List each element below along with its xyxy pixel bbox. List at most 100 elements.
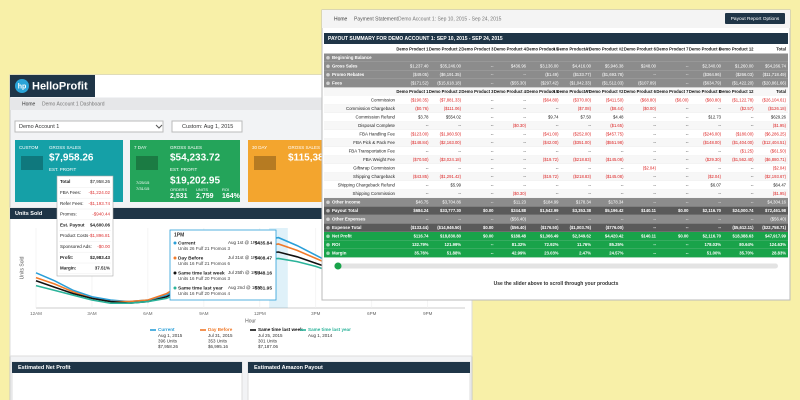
row-value: $4,304.16 [767,199,786,204]
row-value: ($252.00) [573,131,592,136]
row-value: 28.83% [772,250,786,255]
tooltip-title: 1PM [174,232,184,238]
row-label: FBA Handling Fee [359,131,395,136]
row-toggle[interactable] [326,200,330,205]
tooltip-series: Same time last week [178,270,225,276]
row-toggle[interactable] [326,208,330,213]
row-value: ($64.80) [543,97,559,102]
row-value: ($145.08) [606,157,625,162]
row-toggle[interactable] [326,242,330,247]
column-header: Demo Product 5 [526,89,559,94]
row-value: ($411.50) [606,97,624,102]
row-toggle[interactable] [326,81,330,86]
row-value: $35,246.00 [440,63,462,68]
logo-badge [15,79,29,93]
row-value: -- [523,97,526,102]
row-toggle[interactable] [326,72,330,77]
row-value: -- [523,182,526,187]
statement-title-bar [324,33,788,44]
row-value: -- [491,182,494,187]
row-toggle[interactable] [326,225,330,230]
row-value: ($20,861.66) [762,80,786,85]
tooltip-series: Current [178,240,196,246]
account-select[interactable] [14,120,164,133]
row-value: -- [426,123,429,128]
card-gross: $54,233.72 [170,153,220,164]
card-date: 7/31/15 [136,186,150,191]
select-arrow [155,124,163,129]
row-value: -- [653,148,656,153]
table-row [324,147,788,156]
row-value: -- [653,140,656,145]
row-value: -- [458,148,461,153]
chart-panel-title: Units Sold [15,211,42,217]
row-value: ($56.40) [510,225,526,230]
row-value: -- [588,148,591,153]
row-value: ($1,422.20) [732,80,754,85]
row-value: $0.00 [483,208,494,213]
logo: HelloProfit [32,80,88,92]
row-value: 51.88% [447,250,461,255]
report-options-button[interactable] [725,13,785,24]
chart-tooltip [169,229,277,301]
stat-card [248,140,328,202]
row-value: -- [653,123,656,128]
row-value: -- [653,131,656,136]
row-value: ($6,880.71) [765,157,787,162]
breakdown-value: 37.51% [95,266,110,271]
table-row [324,96,788,105]
breakdown-popup [56,175,114,277]
row-value: -- [718,106,721,111]
row-value: 81.32% [512,242,526,247]
row-value: -- [523,72,526,77]
row-value: ($43.85) [413,174,429,179]
row-value: $2,116.70 [703,208,722,213]
column-header: Demo Product 4 [494,46,527,51]
row-value: -- [686,225,689,230]
row-value: -- [523,148,526,153]
card-period: 30 DAY [252,145,267,150]
row-toggle[interactable] [326,55,330,60]
row-value: ($1,042.33) [570,80,592,85]
row-value: -- [718,148,721,153]
row-value: $184.99 [543,199,559,204]
row-value: $436.96 [511,63,527,68]
row-value: ($1,291.42) [440,174,462,179]
card-stat-value: 164% [222,193,241,200]
row-toggle[interactable] [326,251,330,256]
report-options-label: Payout Report Options [731,16,780,22]
row-toggle[interactable] [326,234,330,239]
row-value: -- [751,199,754,204]
date-select[interactable] [171,120,243,133]
row-value: -- [751,114,754,119]
row-value: -- [491,106,494,111]
row-value: -- [751,191,754,196]
breakdown-value: -$1,224.02 [88,190,110,195]
column-header: Demo Product 1 [396,46,429,51]
statement-title: PAYOUT SUMMARY FOR DEMO ACCOUNT 1: SEP 1… [328,36,503,42]
row-label: Net Profit [332,233,352,238]
row-toggle[interactable] [326,64,330,69]
row-value: ($19.72) [543,174,559,179]
row-value: -- [491,140,494,145]
column-header: Demo Product 3 [461,46,494,51]
row-label: Shipping Chargeback [353,174,396,179]
scroll-handle[interactable] [334,262,342,270]
row-toggle[interactable] [326,217,330,222]
column-header: Demo Product 7 [656,89,689,94]
row-value: -- [556,123,559,128]
row-value: $244.88 [511,208,527,213]
row-value: -- [686,72,689,77]
row-value: ($148.84) [411,140,430,145]
row-value: -- [751,182,754,187]
breakdown-label: FBA Fees: [60,190,81,195]
row-value: ($111.06) [444,106,462,111]
row-value: 80.64% [739,242,753,247]
row-value: $178.34 [576,199,592,204]
tooltip-when: Jul 25th @ 1PM [228,270,260,275]
row-value: $33,777.30 [440,208,462,213]
row-value: ($7,881.33) [440,97,462,102]
row-value: ($1,122.78) [732,97,754,102]
row-value: -- [523,165,526,170]
